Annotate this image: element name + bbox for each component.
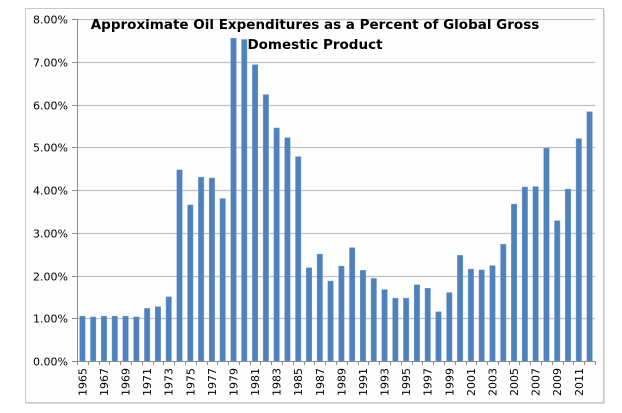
x-tick-label: 1985 bbox=[292, 368, 305, 396]
x-tick-label: 1999 bbox=[443, 368, 456, 396]
x-tick-label: 1981 bbox=[249, 368, 262, 396]
bar-1978 bbox=[219, 198, 226, 362]
bar-1970 bbox=[133, 316, 140, 362]
bar-2004 bbox=[500, 244, 507, 362]
x-tick-label: 1979 bbox=[228, 368, 241, 396]
bar-1966 bbox=[90, 316, 97, 362]
bar-2010 bbox=[565, 188, 571, 362]
x-tick-label: 1967 bbox=[98, 368, 111, 396]
bar-1980 bbox=[241, 39, 248, 362]
bar-1998 bbox=[435, 311, 442, 362]
y-tick-label: 1.00% bbox=[33, 313, 68, 326]
y-tick-label: 4.00% bbox=[33, 185, 68, 198]
bar-2001 bbox=[467, 268, 474, 362]
bar-2002 bbox=[478, 269, 485, 362]
bar-1987 bbox=[316, 253, 323, 362]
bar-1969 bbox=[122, 315, 129, 362]
bar-1986 bbox=[306, 267, 312, 362]
x-tick-label: 1973 bbox=[163, 368, 176, 396]
x-tick-label: 1983 bbox=[271, 368, 284, 396]
x-tick-label: 1989 bbox=[335, 368, 348, 396]
x-tick-label: 1997 bbox=[422, 368, 435, 396]
bar-2011 bbox=[575, 138, 582, 362]
x-tick-label: 2009 bbox=[551, 368, 564, 396]
bar-2008 bbox=[543, 147, 550, 362]
y-tick-label: 5.00% bbox=[33, 142, 68, 155]
bars bbox=[79, 37, 593, 362]
bar-2006 bbox=[521, 186, 528, 362]
x-tick-label: 2007 bbox=[530, 368, 543, 396]
x-tick-label: 1977 bbox=[206, 368, 219, 396]
bar-2012 bbox=[586, 111, 593, 362]
bar-1975 bbox=[187, 204, 194, 362]
x-tick-label: 1987 bbox=[314, 368, 327, 396]
gridlines bbox=[77, 18, 595, 320]
y-tick-label: 3.00% bbox=[33, 228, 68, 241]
bar-1983 bbox=[273, 127, 280, 362]
x-tick-label: 2001 bbox=[465, 368, 478, 396]
bar-1979 bbox=[230, 37, 237, 362]
bar-1994 bbox=[392, 297, 399, 362]
bar-1973 bbox=[165, 296, 172, 362]
bar-2007 bbox=[532, 186, 539, 362]
x-tick-label: 1995 bbox=[400, 368, 413, 396]
bar-2009 bbox=[554, 220, 561, 362]
x-tick-label: 2005 bbox=[508, 368, 521, 396]
bar-1974 bbox=[176, 169, 183, 362]
bar-1989 bbox=[338, 265, 345, 362]
y-tick-label: 8.00% bbox=[33, 14, 68, 27]
x-tick-label: 1969 bbox=[120, 368, 133, 396]
y-tick-label: 0.00% bbox=[33, 356, 68, 369]
bar-1995 bbox=[403, 297, 410, 362]
bar-2005 bbox=[511, 203, 518, 362]
x-tick-label: 2003 bbox=[487, 368, 500, 396]
x-tick-label: 1971 bbox=[141, 368, 154, 396]
bar-2003 bbox=[489, 265, 496, 362]
bar-1965 bbox=[79, 315, 86, 362]
bar-1968 bbox=[111, 315, 118, 362]
bar-1988 bbox=[327, 280, 334, 362]
y-tick-labels: 0.00% 1.00% 2.00% 3.00% 4.00% 5.00% 6.00% 7.00%… bbox=[33, 14, 68, 369]
x-tick-labels: 1965 1967 1969 1971 1973 1975 1977 1979 1981 1983… bbox=[76, 368, 585, 396]
y-tick-label: 7.00% bbox=[33, 57, 68, 70]
bar-1993 bbox=[381, 289, 388, 362]
x-tick-label: 1975 bbox=[184, 368, 197, 396]
bar-1984 bbox=[284, 137, 291, 362]
bar-1985 bbox=[295, 156, 302, 362]
bar-1991 bbox=[360, 270, 366, 362]
y-tick-label: 6.00% bbox=[33, 100, 68, 113]
axes bbox=[72, 19, 596, 365]
bar-1996 bbox=[413, 284, 420, 362]
bar-1972 bbox=[154, 306, 161, 362]
x-tick-label: 1993 bbox=[379, 368, 392, 396]
x-tick-label: 1991 bbox=[357, 368, 370, 396]
chart-frame bbox=[25, 8, 604, 403]
x-tick-label: 2011 bbox=[573, 368, 586, 396]
chart-title-line-2: Domestic Product bbox=[247, 37, 383, 53]
bar-1967 bbox=[101, 315, 107, 362]
bar-1992 bbox=[370, 278, 377, 362]
bar-1977 bbox=[208, 177, 215, 362]
y-tick-label: 2.00% bbox=[33, 271, 68, 284]
bar-1990 bbox=[349, 247, 356, 362]
x-tick-label: 1965 bbox=[76, 368, 89, 396]
bar-1976 bbox=[198, 176, 205, 362]
bar-2000 bbox=[457, 255, 464, 362]
bar-1982 bbox=[262, 94, 269, 362]
chart-title-line-1: Approximate Oil Expenditures as a Percen… bbox=[91, 17, 540, 33]
bar-1999 bbox=[446, 292, 453, 362]
bar-1997 bbox=[424, 288, 431, 362]
bar-1971 bbox=[144, 308, 151, 362]
bar-1981 bbox=[252, 64, 259, 362]
